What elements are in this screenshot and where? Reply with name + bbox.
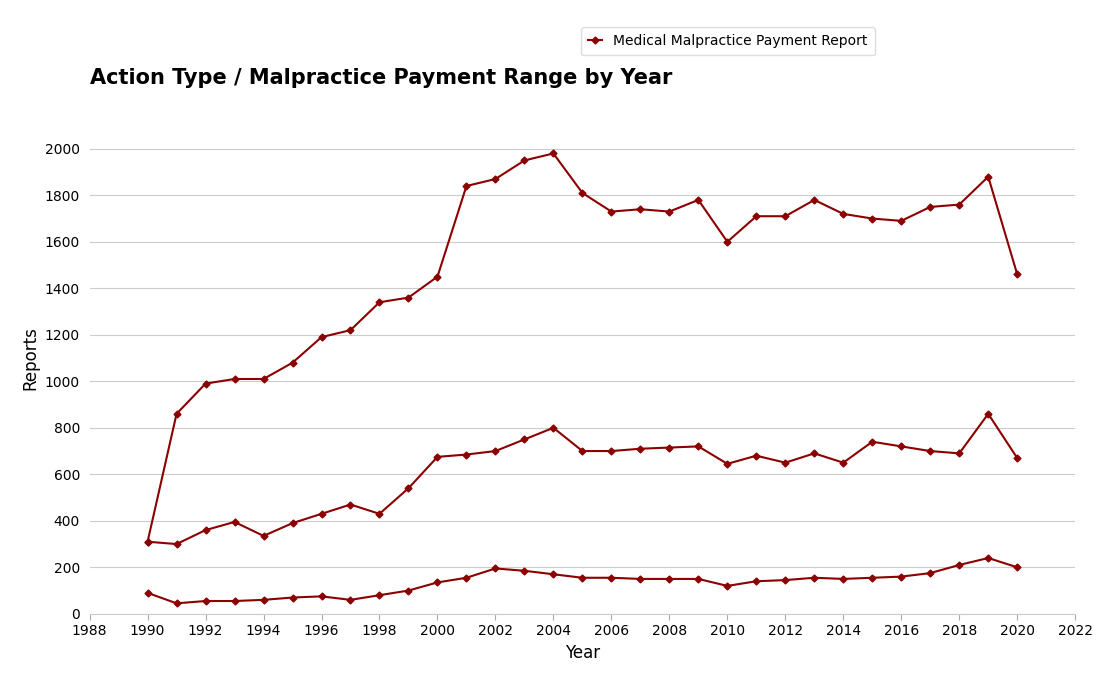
Medical Malpractice Payment Report [488, 175, 502, 183]
Y-axis label: Reports: Reports [21, 326, 39, 390]
Legend: Medical Malpractice Payment Report: Medical Malpractice Payment Report [581, 27, 875, 55]
Medical Malpractice Payment Report [576, 189, 589, 197]
Medical Malpractice Payment Report [837, 210, 850, 218]
Medical Malpractice Payment Report [692, 196, 706, 204]
X-axis label: Year: Year [564, 644, 600, 662]
Medical Malpractice Payment Report [199, 379, 213, 387]
Medical Malpractice Payment Report [547, 149, 560, 158]
Medical Malpractice Payment Report [866, 214, 879, 222]
Medical Malpractice Payment Report [952, 201, 965, 209]
Text: Action Type / Malpractice Payment Range by Year: Action Type / Malpractice Payment Range … [90, 68, 672, 88]
Medical Malpractice Payment Report [227, 375, 241, 383]
Medical Malpractice Payment Report [373, 298, 386, 306]
Medical Malpractice Payment Report [459, 182, 473, 190]
Medical Malpractice Payment Report [141, 537, 155, 546]
Medical Malpractice Payment Report [1010, 270, 1024, 278]
Medical Malpractice Payment Report [170, 410, 184, 418]
Medical Malpractice Payment Report [517, 156, 531, 164]
Medical Malpractice Payment Report [663, 207, 676, 216]
Medical Malpractice Payment Report [808, 196, 821, 204]
Medical Malpractice Payment Report [720, 238, 734, 246]
Medical Malpractice Payment Report [634, 205, 647, 213]
Line: Medical Malpractice Payment Report: Medical Malpractice Payment Report [146, 151, 1019, 544]
Medical Malpractice Payment Report [256, 375, 270, 383]
Medical Malpractice Payment Report [778, 212, 792, 220]
Medical Malpractice Payment Report [981, 173, 995, 181]
Medical Malpractice Payment Report [402, 293, 416, 301]
Medical Malpractice Payment Report [924, 203, 937, 211]
Medical Malpractice Payment Report [286, 359, 299, 367]
Medical Malpractice Payment Report [431, 273, 445, 281]
Medical Malpractice Payment Report [749, 212, 763, 220]
Medical Malpractice Payment Report [895, 217, 908, 225]
Medical Malpractice Payment Report [605, 207, 618, 216]
Medical Malpractice Payment Report [315, 333, 328, 341]
Medical Malpractice Payment Report [344, 326, 357, 334]
